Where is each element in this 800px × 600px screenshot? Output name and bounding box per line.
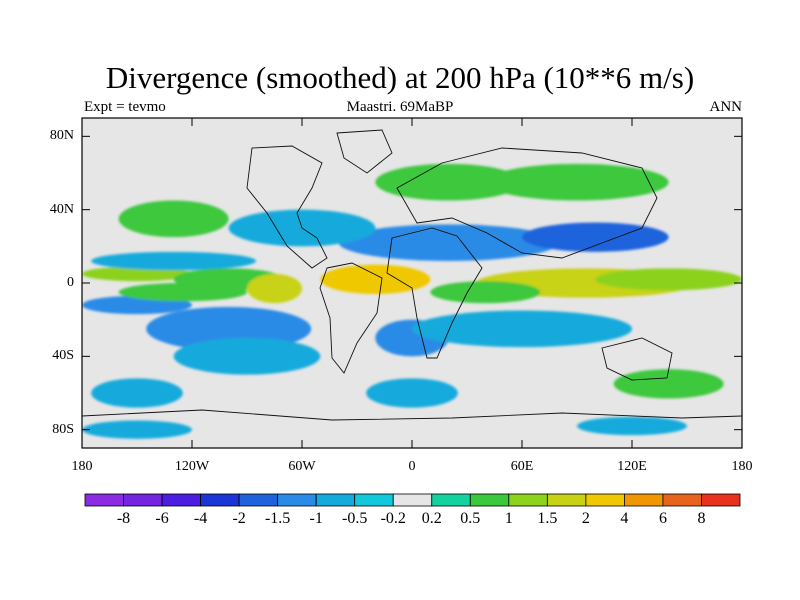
colorbar-swatch (238, 493, 279, 507)
colorbar-label: -1 (309, 510, 323, 527)
y-tick-label: 80N (49, 128, 74, 144)
divergence-region (412, 310, 632, 348)
divergence-region (613, 369, 724, 399)
period-label: Maastri. 69MaBP (346, 99, 454, 115)
divergence-region (91, 251, 257, 271)
colorbar-swatch (354, 493, 394, 507)
divergence-region (430, 281, 541, 304)
divergence-region (247, 273, 302, 304)
colorbar-label: -2 (232, 510, 246, 527)
divergence-region (375, 163, 522, 201)
y-tick-label: 40S (52, 348, 74, 364)
x-tick-label: 180 (71, 459, 93, 474)
colorbar-label: -4 (193, 510, 208, 527)
divergence-region (82, 420, 192, 439)
colorbar-label: 1 (504, 510, 513, 527)
colorbar-swatch (585, 493, 625, 507)
colorbar-label: -0.5 (342, 510, 368, 527)
season-label: ANN (709, 99, 743, 115)
coastline-africa (386, 227, 483, 359)
colorbar-label: 2 (581, 510, 590, 527)
divergence-region (595, 268, 742, 291)
colorbar-label: -0.2 (380, 510, 406, 527)
divergence-region (522, 222, 669, 252)
coastline-south-america (319, 262, 383, 374)
coastline-eurasia (396, 147, 658, 259)
colorbar-label: -1.5 (264, 510, 291, 527)
divergence-region (485, 163, 669, 201)
colorbar-label: 8 (697, 510, 706, 527)
divergence-region (320, 264, 431, 294)
colorbar-swatch (546, 493, 587, 507)
colorbar (84, 493, 741, 507)
x-tick-label: 0 (408, 459, 416, 474)
x-tick-label: 60W (288, 459, 316, 474)
colorbar-swatch (508, 493, 548, 507)
colorbar-swatch (277, 493, 317, 507)
divergence-region (338, 224, 559, 261)
colorbar-swatch (701, 493, 741, 507)
x-tick-label: 120E (617, 459, 647, 474)
colorbar-label: 6 (658, 510, 667, 527)
experiment-label: Expt = tevmo (84, 99, 166, 115)
x-tick-label: 120W (174, 459, 210, 474)
colorbar-label: -8 (116, 510, 131, 527)
divergence-region (366, 378, 458, 408)
colorbar-swatch (200, 493, 240, 507)
colorbar-swatch (469, 493, 510, 507)
y-tick-label: 80S (52, 421, 74, 437)
coastline-greenland (336, 129, 393, 174)
colorbar-swatch (662, 493, 702, 507)
divergence-region (91, 378, 183, 408)
divergence-region (118, 200, 229, 238)
colorbar-swatch (315, 493, 356, 507)
coastline-north-america (246, 145, 328, 269)
coastline-antarctica (82, 409, 742, 421)
colorbar-label: 0.5 (460, 510, 481, 527)
colorbar-label: 4 (620, 510, 629, 527)
y-tick-label: 40N (49, 201, 74, 217)
y-tick-label: 0 (67, 275, 74, 290)
colorbar-label: -6 (155, 510, 169, 527)
colorbar-swatch (392, 493, 433, 507)
colorbar-swatch (123, 493, 163, 507)
divergence-map (81, 117, 743, 449)
coastline-australia (601, 337, 673, 381)
colorbar-swatch (161, 493, 201, 507)
colorbar-label: 1.5 (537, 510, 558, 527)
map-panel (81, 117, 743, 449)
x-tick-label: 180 (731, 459, 753, 474)
colorbar-label: 0.2 (421, 510, 442, 527)
colorbar-swatch (431, 493, 471, 507)
colorbar-swatch (84, 493, 124, 507)
divergence-region (577, 416, 687, 436)
colorbar-swatch (624, 493, 664, 507)
divergence-region (173, 338, 321, 375)
x-tick-label: 60E (510, 459, 534, 474)
divergence-region (82, 266, 192, 282)
plot-title: Divergence (smoothed) at 200 hPa (10**6 … (105, 60, 695, 95)
